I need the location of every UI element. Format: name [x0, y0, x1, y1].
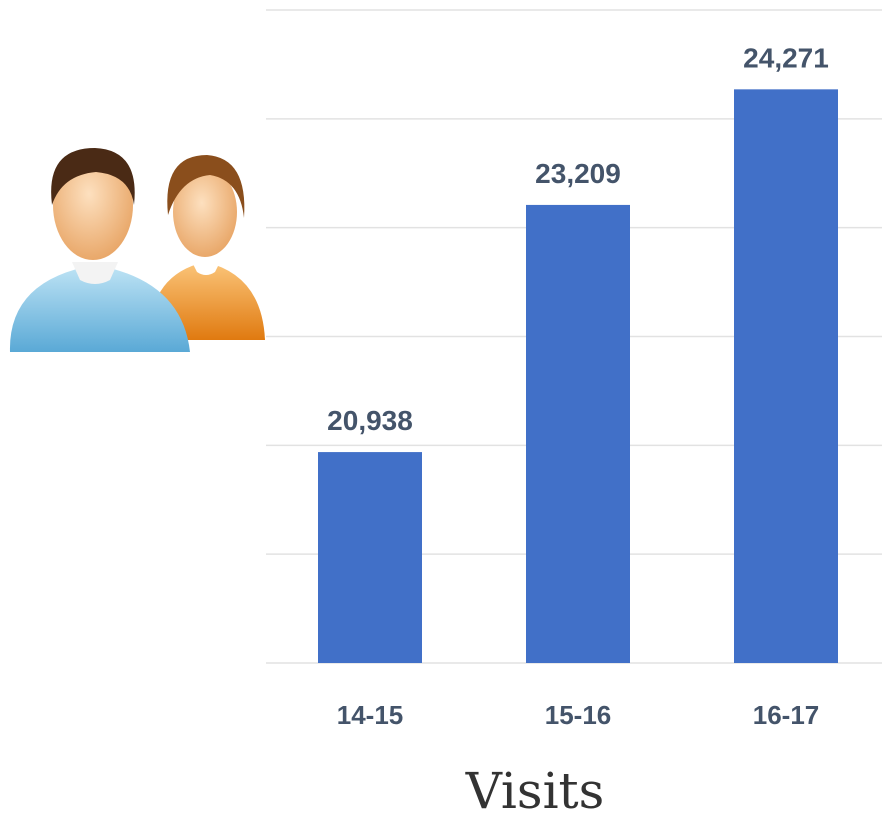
chart-title: Visits — [465, 762, 605, 813]
data-label: 20,938 — [327, 405, 413, 436]
x-tick-label: 14-15 — [337, 700, 404, 730]
bar — [526, 204, 630, 663]
bar — [318, 452, 422, 663]
x-tick-label: 16-17 — [753, 700, 820, 730]
data-label: 23,209 — [535, 158, 621, 189]
people-icon — [9, 148, 265, 352]
data-label: 24,271 — [743, 42, 829, 73]
x-tick-label: 15-16 — [545, 700, 612, 730]
bar — [734, 89, 838, 664]
